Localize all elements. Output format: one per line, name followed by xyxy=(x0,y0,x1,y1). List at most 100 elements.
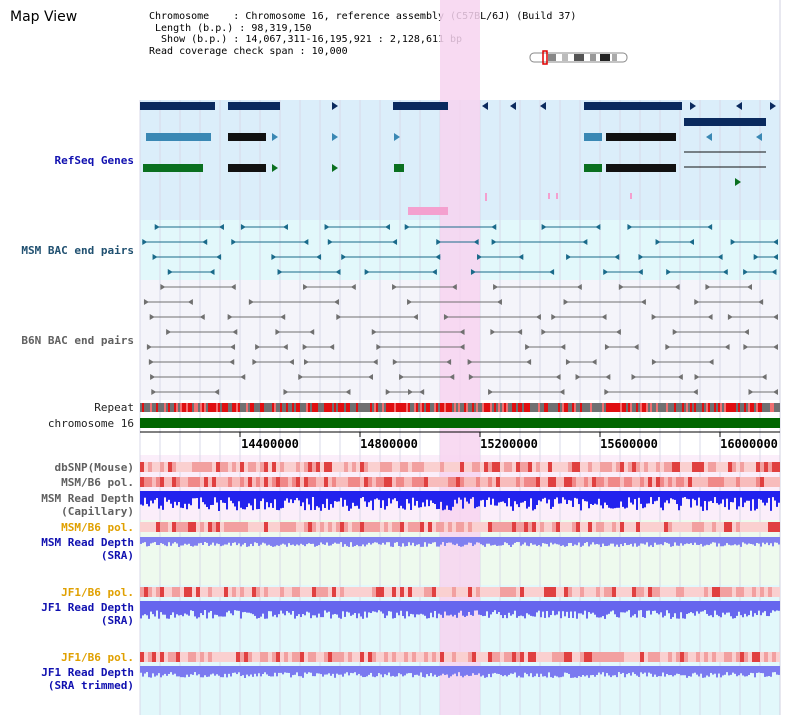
depth-bar xyxy=(340,601,342,619)
depth-bar xyxy=(678,601,680,619)
depth-bar xyxy=(454,601,456,615)
dbsnp-label[interactable]: dbSNP(Mouse) xyxy=(54,461,134,474)
heat-cell xyxy=(648,652,652,662)
depth-bar xyxy=(204,537,206,543)
depth-bar xyxy=(150,537,152,544)
jf1-depth-label[interactable]: JF1 Read Depth xyxy=(41,601,134,614)
b6n-bac-pairs[interactable] xyxy=(143,284,778,395)
depth-bar xyxy=(606,601,608,615)
heat-cell xyxy=(448,462,452,472)
heat-cell xyxy=(584,522,588,532)
repeat-element xyxy=(624,403,626,412)
depth-bar xyxy=(466,666,468,675)
msm-bac-pairs[interactable] xyxy=(142,224,778,275)
heat-cell xyxy=(260,477,264,487)
heat-cell xyxy=(732,587,736,597)
depth-bar xyxy=(264,491,266,510)
depth-bar xyxy=(358,601,360,614)
heat-cell xyxy=(348,522,352,532)
heat-cell xyxy=(452,652,456,662)
heat-cell xyxy=(344,462,348,472)
repeat-element xyxy=(238,403,240,412)
depth-bar xyxy=(650,601,652,615)
msm-bac-label[interactable]: MSM BAC end pairs xyxy=(21,244,134,257)
depth-bar xyxy=(706,491,708,511)
jf1-trimmed-label[interactable]: JF1 Read Depth xyxy=(41,666,134,679)
depth-bar xyxy=(518,491,520,508)
depth-bar xyxy=(476,601,478,611)
heat-cell xyxy=(448,477,452,487)
depth-bar xyxy=(644,601,646,618)
depth-bar xyxy=(294,666,296,675)
heat-cell xyxy=(336,462,340,472)
repeat-element xyxy=(224,403,226,412)
heat-cell xyxy=(620,587,624,597)
depth-bar xyxy=(614,601,616,615)
depth-bar xyxy=(770,601,772,613)
heat-cell xyxy=(392,462,396,472)
depth-bar xyxy=(724,666,726,675)
msm-b6-pol-label-2[interactable]: MSM/B6 pol. xyxy=(61,521,134,534)
heat-cell xyxy=(428,477,432,487)
depth-bar xyxy=(502,601,504,619)
msm-bac-pair-end xyxy=(730,239,736,245)
depth-bar xyxy=(250,666,252,675)
heat-cell xyxy=(652,477,656,487)
heat-cell xyxy=(648,477,652,487)
heat-cell xyxy=(500,522,504,532)
depth-bar xyxy=(508,537,510,546)
b6n-bac-pair-end xyxy=(601,314,607,320)
depth-bar xyxy=(272,601,274,617)
depth-bar xyxy=(766,491,768,503)
depth-bar xyxy=(698,537,700,545)
depth-bar xyxy=(578,491,580,505)
depth-bar xyxy=(652,491,654,505)
depth-bar xyxy=(640,601,642,611)
depth-bar xyxy=(514,491,516,502)
jf1-pol-label[interactable]: JF1/B6 pol. xyxy=(61,586,134,599)
heat-cell xyxy=(540,462,544,472)
heat-cell xyxy=(740,462,744,472)
depth-bar xyxy=(168,601,170,619)
heat-cell xyxy=(476,462,480,472)
depth-bar xyxy=(698,491,700,498)
chromosome-ideogram[interactable] xyxy=(529,50,628,65)
msm-bac-pair-end xyxy=(771,269,777,275)
refseq-genes[interactable] xyxy=(140,102,776,215)
depth-bar xyxy=(258,537,260,546)
msm-bac-pair-end xyxy=(167,269,173,275)
depth-bar xyxy=(532,601,534,617)
depth-bar xyxy=(356,491,358,506)
b6n-bac-pair-end xyxy=(727,314,733,320)
depth-bar xyxy=(418,491,420,508)
depth-bar xyxy=(424,601,426,616)
heat-cell xyxy=(572,522,576,532)
repeat-element xyxy=(744,403,746,412)
repeat-element xyxy=(738,403,740,412)
depth-bar xyxy=(760,601,762,616)
heat-cell xyxy=(316,477,320,487)
msm-b6-pol-label[interactable]: MSM/B6 pol. xyxy=(61,476,134,489)
depth-bar xyxy=(254,601,256,616)
heat-cell xyxy=(268,587,272,597)
repeat-element xyxy=(388,403,390,412)
depth-bar xyxy=(340,537,342,543)
heat-cell xyxy=(744,587,748,597)
msm-depth-capillary-label[interactable]: MSM Read Depth xyxy=(41,492,134,505)
heat-cell xyxy=(660,462,664,472)
depth-bar xyxy=(544,601,546,618)
depth-bar xyxy=(512,666,514,674)
heat-cell xyxy=(488,462,492,472)
refseq-label[interactable]: RefSeq Genes xyxy=(54,154,134,167)
depth-bar xyxy=(666,666,668,674)
heat-cell xyxy=(280,652,284,662)
jf1-pol-label-2[interactable]: JF1/B6 pol. xyxy=(61,651,134,664)
depth-bar xyxy=(574,491,576,498)
heat-cell xyxy=(220,587,224,597)
depth-bar xyxy=(700,601,702,612)
b6n-bac-label[interactable]: B6N BAC end pairs xyxy=(21,334,134,347)
depth-bar xyxy=(196,601,198,619)
heat-cell xyxy=(692,477,696,487)
msm-depth-sra-label[interactable]: MSM Read Depth xyxy=(41,536,134,549)
